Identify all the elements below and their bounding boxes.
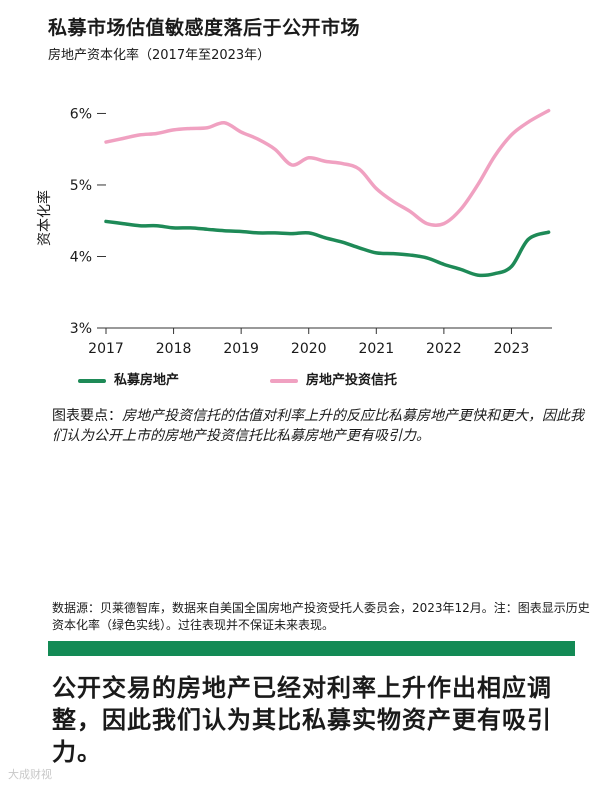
x-tick-label: 2023: [494, 341, 530, 357]
chart-title: 私募市场估值敏感度落后于公开市场: [48, 17, 361, 39]
legend-swatch-reit: [270, 378, 298, 383]
y-tick-label: 3%: [70, 321, 92, 337]
headline: 公开交易的房地产已经对利率上升作出相应调整，因此我们认为其比私募实物资产更有吸引…: [52, 674, 552, 766]
y-tick-label: 5%: [70, 178, 92, 194]
legend-reit: 房地产投资信托: [270, 369, 397, 388]
y-tick-label: 4%: [70, 249, 92, 265]
takeaway-lead: 图表要点：: [52, 408, 122, 424]
legend-private: 私募房地产: [78, 369, 179, 388]
legend-label-reit: 房地产投资信托: [306, 373, 398, 388]
legend-swatch-private: [78, 378, 106, 383]
y-axis-label: 资本化率: [36, 190, 53, 246]
chart-subtitle: 房地产资本化率（2017年至2023年）: [48, 48, 271, 63]
x-tick-label: 2020: [291, 341, 327, 357]
source-note: 数据源：贝莱德智库，数据来自美国全国房地产投资受托人委员会，2023年12月。注…: [52, 601, 590, 632]
takeaway-body: 房地产投资信托的估值对利率上升的反应比私募房地产更快和更大，因此我们认为公开上市…: [52, 408, 584, 444]
y-tick-label: 6%: [70, 106, 92, 122]
line-chart: 资本化率 3% 4% 5% 6% 2017 2018 2019 2020 2021 2022 202…: [36, 106, 552, 357]
x-tick-label: 2019: [223, 341, 259, 357]
x-tick-label: 2021: [358, 341, 394, 357]
series-line-reit: [104, 108, 551, 227]
x-tick-label: 2022: [426, 341, 462, 357]
x-tick-label: 2018: [156, 341, 192, 357]
x-tick-label: 2017: [88, 341, 124, 357]
chart-takeaway: 图表要点：房地产投资信托的估值对利率上升的反应比私募房地产更快和更大，因此我们认…: [52, 406, 592, 446]
divider-band: [48, 641, 575, 656]
series-line-private: [104, 219, 551, 278]
watermark-logo: 大成财视: [8, 768, 52, 781]
legend-label-private: 私募房地产: [114, 373, 180, 388]
